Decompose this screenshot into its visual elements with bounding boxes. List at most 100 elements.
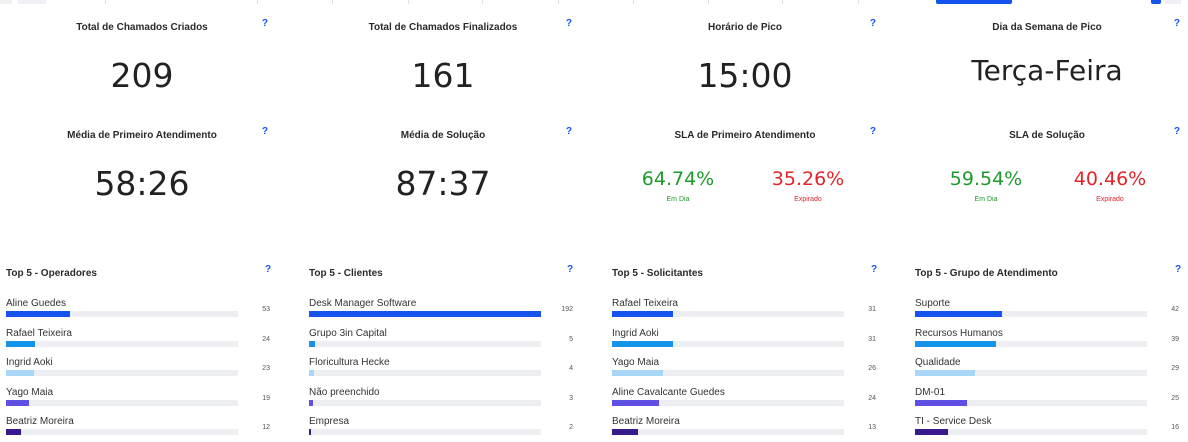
top5-row-value: 29 xyxy=(1171,365,1179,372)
toolbar-active-tab[interactable] xyxy=(936,0,1012,4)
help-icon[interactable]: ? xyxy=(261,18,268,29)
top5-row[interactable]: Yago Maia 26 xyxy=(612,357,882,387)
toolbar-divider xyxy=(105,0,106,4)
toolbar-segment[interactable] xyxy=(18,0,46,4)
top5-bar[interactable] xyxy=(309,370,314,376)
top5-bar-track xyxy=(309,311,541,317)
top5-bar[interactable] xyxy=(915,429,948,435)
top5-row[interactable]: Empresa 2 xyxy=(309,416,579,442)
top5-row[interactable]: TI - Service Desk 16 xyxy=(915,416,1185,442)
help-icon[interactable]: ? xyxy=(1175,264,1182,275)
top5-row[interactable]: Suporte 42 xyxy=(915,298,1185,328)
top5-bar[interactable] xyxy=(612,429,638,435)
top5-row-name: Ingrid Aoki xyxy=(612,327,659,339)
top5-row[interactable]: Ingrid Aoki 31 xyxy=(612,328,882,358)
top5-bar[interactable] xyxy=(6,340,35,347)
kpi-value: 87:37 xyxy=(395,164,491,203)
top5-row-value: 13 xyxy=(868,424,876,431)
help-icon[interactable]: ? xyxy=(261,126,268,137)
top5-row-name: Empresa xyxy=(309,416,350,427)
top5-row-name: DM-01 xyxy=(915,386,946,398)
top5-row[interactable]: Não preenchido 3 xyxy=(309,387,579,417)
kpi-title: Média de Primeiro Atendimento xyxy=(67,130,217,141)
kpi-card-created: Total de Chamados Criados ? 209 xyxy=(12,18,272,102)
top5-groups-panel: Top 5 - Grupo de Atendimento ? Suporte 42… xyxy=(915,264,1185,442)
top5-row-name: Recursos Humanos xyxy=(915,327,1003,339)
top5-row-value: 31 xyxy=(868,306,876,313)
top5-row[interactable]: Recursos Humanos 39 xyxy=(915,328,1185,358)
top5-bar-track xyxy=(6,370,238,376)
toolbar-segment[interactable] xyxy=(1165,0,1181,4)
kpi-card-peak-weekday: Dia da Semana de Pico ? Terça-Feira xyxy=(916,18,1180,102)
top5-bar-track xyxy=(612,340,844,347)
top5-bar[interactable] xyxy=(6,399,29,406)
top5-bar[interactable] xyxy=(612,340,673,347)
top5-row-name: Aline Guedes xyxy=(6,298,67,309)
top5-operators-panel: Top 5 - Operadores ? Aline Guedes 53 Rafae… xyxy=(6,264,276,442)
top5-bar-track xyxy=(309,370,541,376)
top5-bar[interactable] xyxy=(309,399,313,406)
sla-on-time: 64.74% Em Dia xyxy=(638,168,718,203)
sla-expired: 35.26% Expirado xyxy=(768,168,848,203)
kpi-card-first-response-avg: Média de Primeiro Atendimento ? 58:26 xyxy=(12,126,272,210)
top5-row-value: 4 xyxy=(569,365,573,372)
top5-row[interactable]: Beatriz Moreira 12 xyxy=(6,416,276,442)
toolbar-divider xyxy=(708,0,709,4)
sla-on-time: 59.54% Em Dia xyxy=(946,168,1026,203)
kpi-title: Dia da Semana de Pico xyxy=(992,22,1102,33)
top5-row[interactable]: Qualidade 29 xyxy=(915,357,1185,387)
toolbar-divider xyxy=(408,0,409,4)
help-icon[interactable]: ? xyxy=(869,126,876,137)
top5-row[interactable]: Rafael Teixeira 24 xyxy=(6,328,276,358)
top5-row[interactable]: Beatriz Moreira 13 xyxy=(612,416,882,442)
help-icon[interactable]: ? xyxy=(1173,126,1180,137)
top5-row-name: Qualidade xyxy=(915,357,961,368)
top5-bar-track xyxy=(915,370,1147,376)
top5-row[interactable]: Grupo 3in Capital 5 xyxy=(309,328,579,358)
toolbar-active-button[interactable] xyxy=(1151,0,1161,4)
top5-row-name: Grupo 3in Capital xyxy=(309,327,387,339)
top5-row[interactable]: Aline Cavalcante Guedes 24 xyxy=(612,387,882,417)
top5-title: Top 5 - Solicitantes xyxy=(612,268,703,279)
kpi-title: Total de Chamados Criados xyxy=(76,22,208,33)
toolbar-segment[interactable] xyxy=(0,0,12,4)
sla-on-time-value: 64.74% xyxy=(641,168,715,190)
top5-row[interactable]: DM-01 25 xyxy=(915,387,1185,417)
top5-row-value: 26 xyxy=(868,365,876,372)
kpi-value: Terça-Feira xyxy=(971,54,1123,87)
top5-bar[interactable] xyxy=(915,311,1002,317)
top5-row[interactable]: Yago Maia 19 xyxy=(6,387,276,417)
top5-bar[interactable] xyxy=(915,399,967,406)
top5-row[interactable]: Ingrid Aoki 23 xyxy=(6,357,276,387)
top5-row[interactable]: Floricultura Hecke 4 xyxy=(309,357,579,387)
help-icon[interactable]: ? xyxy=(871,264,878,275)
top5-bar[interactable] xyxy=(6,311,70,317)
help-icon[interactable]: ? xyxy=(565,126,572,137)
top5-row[interactable]: Aline Guedes 53 xyxy=(6,298,276,328)
top5-bar[interactable] xyxy=(309,429,311,435)
top5-bar[interactable] xyxy=(612,370,663,376)
help-icon[interactable]: ? xyxy=(567,264,574,275)
top5-row[interactable]: Rafael Teixeira 31 xyxy=(612,298,882,328)
top5-bar[interactable] xyxy=(6,429,21,435)
top5-bar[interactable] xyxy=(915,370,975,376)
top5-bar[interactable] xyxy=(309,340,315,347)
top5-bar[interactable] xyxy=(612,399,659,406)
top5-row-name: TI - Service Desk xyxy=(915,416,992,427)
top5-bar-track xyxy=(612,399,844,406)
top5-bar[interactable] xyxy=(6,370,34,376)
top5-row-value: 24 xyxy=(868,394,876,402)
toolbar-divider xyxy=(558,0,559,4)
help-icon[interactable]: ? xyxy=(265,264,272,275)
top5-row[interactable]: Desk Manager Software 192 xyxy=(309,298,579,328)
help-icon[interactable]: ? xyxy=(565,18,572,29)
help-icon[interactable]: ? xyxy=(1173,18,1180,29)
top5-bar[interactable] xyxy=(309,311,541,317)
sla-card-first-response: SLA de Primeiro Atendimento ? 64.74% Em … xyxy=(614,126,876,210)
help-icon[interactable]: ? xyxy=(869,18,876,29)
toolbar-divider xyxy=(858,0,859,4)
top5-bar[interactable] xyxy=(915,340,996,347)
top5-row-value: 19 xyxy=(262,394,270,402)
top5-row-name: Beatriz Moreira xyxy=(6,416,74,427)
top5-bar[interactable] xyxy=(612,311,673,317)
